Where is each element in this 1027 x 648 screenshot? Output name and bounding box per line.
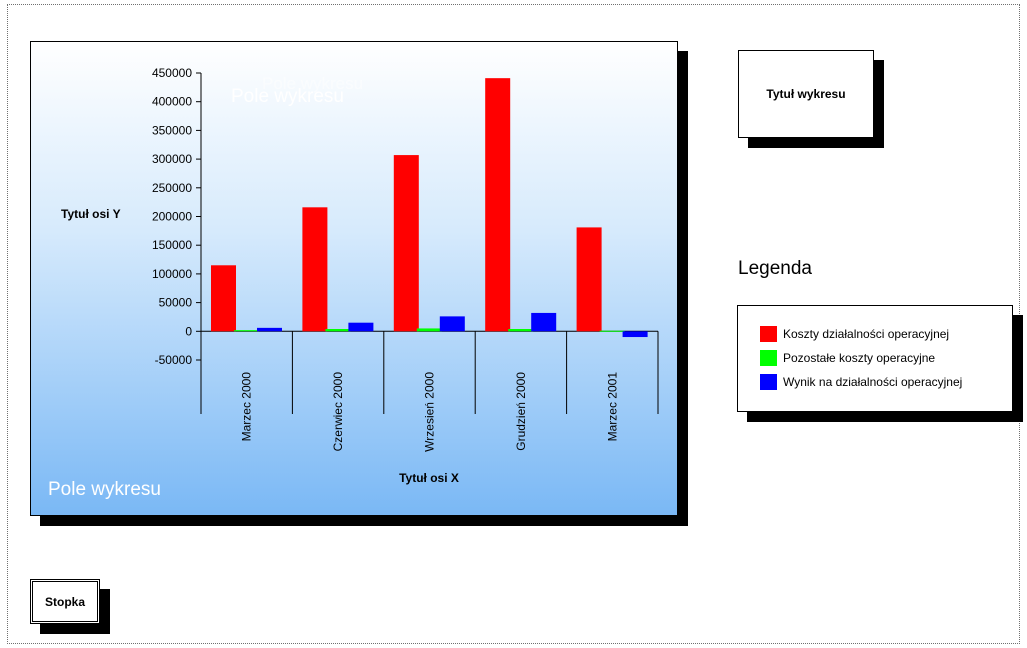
y-tick-label: -50000	[155, 353, 193, 367]
legend-swatch-koszty	[760, 326, 777, 342]
x-tick-label: Marzec 2001	[605, 372, 619, 442]
legend-swatch-pozostale	[760, 350, 777, 366]
legend-swatch-wynik	[760, 374, 777, 390]
y-tick-label: 400000	[152, 95, 192, 109]
bar-1-4	[599, 330, 625, 332]
bar-1-0	[234, 330, 259, 332]
chart-title: Tytuł wykresu	[766, 87, 846, 101]
plot-area-ghost-label: Pole wykresu	[262, 74, 364, 93]
x-tick-label: Grudzień 2000	[514, 372, 528, 451]
y-axis-title: Tytuł osi Y	[61, 207, 121, 221]
legend-label-pozostale: Pozostałe koszty operacyjne	[783, 351, 936, 365]
legend-item-pozostale: Pozostałe koszty operacyjne	[760, 350, 935, 366]
x-tick-label: Czerwiec 2000	[331, 372, 345, 452]
chart-area[interactable]: 450000 400000 350000 300000 250000 200000 1500…	[30, 41, 678, 516]
x-axis-title: Tytuł osi X	[399, 471, 459, 485]
bar-2-3	[531, 312, 557, 332]
bar-0-2	[393, 155, 419, 332]
plot-area-title: Pole wykresu	[231, 86, 344, 107]
chart-svg: 450000 400000 350000 300000 250000 200000 1500…	[61, 66, 659, 485]
x-tick-label: Wrzesień 2000	[423, 372, 437, 452]
legend[interactable]: Koszty działalności operacyjnej Pozostał…	[737, 305, 1013, 412]
legend-item-wynik: Wynik na działalności operacyjnej	[760, 374, 962, 390]
chart-title-box[interactable]: Tytuł wykresu	[738, 50, 874, 138]
legend-heading: Legenda	[738, 258, 812, 279]
legend-label-koszty: Koszty działalności operacyjnej	[783, 327, 950, 341]
y-tick-label: 350000	[152, 123, 192, 137]
bar-0-0	[211, 265, 236, 332]
y-tick-label: 150000	[152, 238, 192, 252]
y-tick-label: 300000	[152, 152, 192, 166]
y-tick-label: 200000	[152, 210, 192, 224]
footer-box[interactable]: Stopka	[30, 579, 100, 624]
legend-label-wynik: Wynik na działalności operacyjnej	[783, 375, 963, 389]
y-tick-label: 50000	[159, 296, 193, 310]
plot-area-label: Pole wykresu	[48, 479, 161, 500]
y-tick-label: 250000	[152, 181, 192, 195]
bar-2-1	[348, 322, 374, 332]
legend-item-koszty: Koszty działalności operacyjnej	[760, 326, 949, 342]
bar-0-3	[485, 78, 511, 332]
bar-1-2	[416, 328, 442, 332]
y-tick-label: 450000	[152, 66, 192, 80]
bar-1-1	[325, 329, 351, 332]
bar-2-2	[439, 316, 465, 332]
x-tick-label: Marzec 2000	[240, 372, 254, 442]
bar-2-0	[257, 327, 282, 332]
bar-1-3	[508, 329, 534, 332]
bar-0-4	[576, 227, 602, 332]
footer-label: Stopka	[44, 594, 85, 609]
y-tick-label: 0	[185, 324, 192, 338]
bar-0-1	[302, 207, 328, 332]
bar-2-4	[622, 331, 648, 338]
y-tick-label: 100000	[152, 267, 192, 281]
